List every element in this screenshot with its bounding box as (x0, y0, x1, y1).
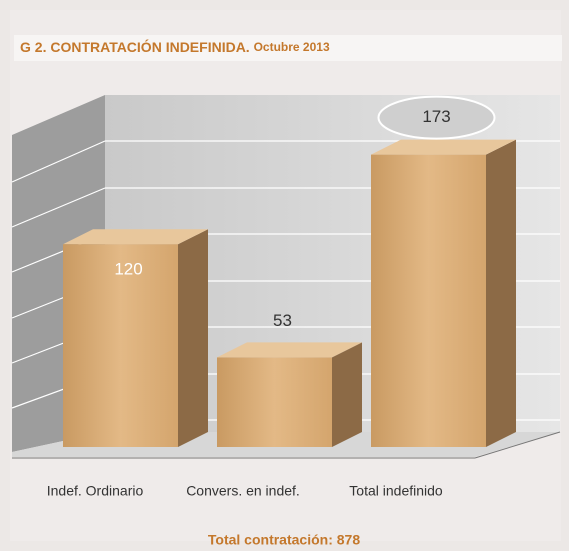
bar (217, 357, 332, 447)
bar (63, 244, 178, 447)
bar-side (178, 229, 208, 447)
chart-title: G 2. CONTRATACIÓN INDEFINIDA. Octubre 20… (20, 38, 330, 55)
annotation: Total contratación: 878 (208, 532, 360, 548)
value-label: 173 (422, 107, 450, 126)
x-axis-depth (474, 431, 561, 459)
x-tick-label: Total indefinido (349, 483, 443, 499)
value-label: 53 (273, 311, 292, 330)
bar-top (63, 229, 208, 245)
value-label: 120 (114, 260, 142, 279)
x-tick-label: Indef. Ordinario (47, 483, 144, 499)
bar-side (332, 342, 362, 447)
title-band (14, 35, 562, 61)
bar (371, 154, 486, 447)
x-tick-label: Convers. en indef. (186, 483, 300, 499)
bar-top (217, 342, 362, 358)
bar-top (371, 139, 516, 155)
label-bubble (377, 95, 496, 140)
subtitle: Octubre 2013 (254, 40, 330, 54)
bar-side (486, 139, 516, 447)
title: G 2. CONTRATACIÓN INDEFINIDA. (20, 38, 250, 55)
